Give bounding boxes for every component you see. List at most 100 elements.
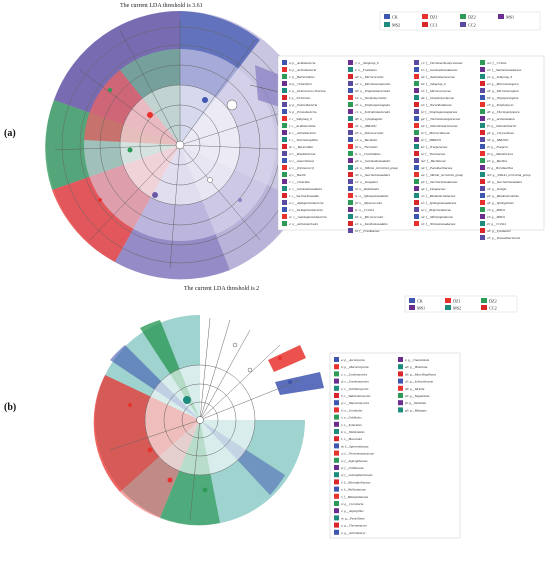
key-a-entry: g: p__Patescibacteria xyxy=(289,103,318,107)
key-a-entry: k: c__Actinobacteria xyxy=(289,131,316,135)
key-a-swatch xyxy=(282,67,287,72)
key-a-entry: l2: f__Thermaceae xyxy=(421,152,446,156)
key-a-entry: o3: g__Dongia xyxy=(487,187,507,191)
key-b-entry: u: g__Curvularia xyxy=(341,502,364,506)
key-b-entry: h: o__Eurotiales xyxy=(341,408,363,412)
key-a-swatch xyxy=(348,102,353,107)
group-b-swatch-cc2 xyxy=(481,305,487,310)
key-a-entry: n2: f__Paenibacillaceae xyxy=(421,166,453,170)
key-a-entry: l: c__Thermoleophilia xyxy=(289,138,318,142)
key-a-entry: z1: f__Gemmatimonadaceae xyxy=(420,68,458,72)
key-a-swatch xyxy=(282,95,287,100)
key-a-entry: e: p__Deinococcus-Thermus xyxy=(289,89,326,93)
group-b-swatch-ck xyxy=(409,298,415,303)
key-b-swatch xyxy=(334,414,339,420)
key-a-swatch xyxy=(414,200,419,205)
key-a-entry: u: c__Alphaproteobacteria xyxy=(289,201,324,205)
group-b-swatch-ms2 xyxy=(445,305,451,310)
group-a-label-ms2: MS2 xyxy=(392,23,400,28)
key-a-swatch xyxy=(282,200,287,205)
key-b-entry: n: f__Trichomonascaceae xyxy=(341,452,375,456)
key-a-swatch xyxy=(414,67,419,72)
key-a-swatch xyxy=(348,186,353,191)
node-a6 xyxy=(108,88,112,92)
key-b-swatch xyxy=(334,443,339,449)
key-a-swatch xyxy=(414,123,419,128)
key-a-entry: k0: o__Micrococcales xyxy=(355,215,384,219)
key-a-swatch xyxy=(282,144,287,149)
key-a-swatch xyxy=(348,88,353,93)
key-b-entry: t: f__Rhizopodiaceae xyxy=(341,495,369,499)
key-b-entry: g0: g__Rhizopus xyxy=(405,408,427,412)
key-a-entry: j2: f__SBR1031 xyxy=(420,138,442,142)
key-a-entry: b1: o__Streptomycetales xyxy=(355,96,387,100)
group-b-label-ck: CK xyxy=(417,299,423,304)
key-a-swatch xyxy=(414,102,419,107)
key-a-swatch xyxy=(480,186,485,191)
key-a-entry: f: p__Firmicutes xyxy=(289,96,311,100)
group-b-label-ms1: MS1 xyxy=(417,306,425,311)
key-b-entry: d0: g__Idriella xyxy=(405,387,425,391)
key-a-entry: j1: o__CCD24 xyxy=(354,208,374,212)
key-b-swatch xyxy=(334,407,339,413)
key-a-entry: t: c__Saccharimonadia xyxy=(289,194,319,198)
key-a-swatch xyxy=(414,172,419,177)
key-a-swatch xyxy=(480,228,485,233)
key-a-entry: v3: g__Vulcaniibacterium xyxy=(487,236,521,240)
key-a-entry: g0: o__Gemmatimonadales xyxy=(355,159,391,163)
key-b-swatch xyxy=(398,393,403,398)
key-a-entry: m: c__Bacteroidia xyxy=(289,145,313,149)
clade-b-blue-wedge xyxy=(275,372,324,395)
key-a-swatch xyxy=(348,67,353,72)
key-a-entry: h0: o__Saccharimonadales xyxy=(355,173,391,177)
key-a-swatch xyxy=(480,81,485,86)
group-a-swatch-ms1 xyxy=(498,14,504,19)
key-a-entry: p: c__[Deinococci] xyxy=(288,166,315,170)
key-a-entry: g3: g__Chryseolinea xyxy=(487,131,514,135)
panel-b-title: The current LDA threshold is 2 xyxy=(184,286,260,292)
node-a5 xyxy=(202,97,208,103)
clade-b-red-wedge xyxy=(268,345,306,372)
key-a-entry: p3: g__Rhodomicrobium xyxy=(486,194,520,198)
key-a-entry: t2: f__Beijerinckiaceae xyxy=(421,208,451,212)
key-a-entry: q: c__Bacilli xyxy=(289,173,306,177)
key-a-swatch xyxy=(414,151,419,156)
key-b-entry: v: g__Aspergillus xyxy=(341,509,364,513)
key-a-swatch xyxy=(480,200,485,205)
key-a-entry: h3: g__SBR1031 xyxy=(487,138,509,142)
group-b-swatch-dz1 xyxy=(445,298,451,303)
key-a-entry: c1: o__Solirubrobacterales xyxy=(355,110,391,114)
key-a-swatch xyxy=(480,130,485,135)
key-b-swatch xyxy=(334,378,339,384)
key-a-swatch xyxy=(480,172,485,177)
group-a-swatch-cc2 xyxy=(460,22,466,27)
key-a-entry: a2: f__Xanthobacteraceae xyxy=(421,75,455,79)
panel-a-key xyxy=(277,55,545,231)
key-a-entry: c0: o__Streptosporangiales xyxy=(355,103,391,107)
key-a-entry: k3: g__Bacillus xyxy=(487,159,508,163)
key-a-swatch xyxy=(414,109,419,114)
key-b-swatch xyxy=(334,486,339,492)
key-a-swatch xyxy=(414,130,419,135)
key-b-entry: c: c__Leotiomycetes xyxy=(341,372,368,376)
key-a-entry: f2: f__Streptosporangiaceae xyxy=(421,110,458,114)
key-a-swatch xyxy=(348,172,353,177)
key-a-swatch xyxy=(348,158,353,163)
key-b-swatch xyxy=(398,407,403,413)
key-a-swatch xyxy=(480,123,485,128)
key-b-swatch xyxy=(334,371,339,377)
key-a-entry: v: c__Deltaproteobacteria xyxy=(289,208,323,212)
key-a-entry: f1: o__Clostridiales xyxy=(355,152,381,156)
key-a-entry: y: o__Subgroup_6 xyxy=(354,61,379,65)
key-a-entry: d1: o__SBR1031 xyxy=(355,124,377,128)
key-a-swatch xyxy=(414,207,419,212)
key-a-swatch xyxy=(414,81,419,86)
key-a-entry: h1: o__Dongiales xyxy=(355,180,379,184)
key-a-entry: b3: g__Virgisporangium xyxy=(487,96,519,100)
node-a7 xyxy=(238,198,242,202)
key-a-entry: f3: g__Solirubrobacter xyxy=(487,124,517,128)
key-a-swatch xyxy=(480,214,485,219)
node-a3 xyxy=(152,192,158,198)
cladogram-b-branches xyxy=(109,317,301,521)
key-a-swatch xyxy=(414,179,419,184)
